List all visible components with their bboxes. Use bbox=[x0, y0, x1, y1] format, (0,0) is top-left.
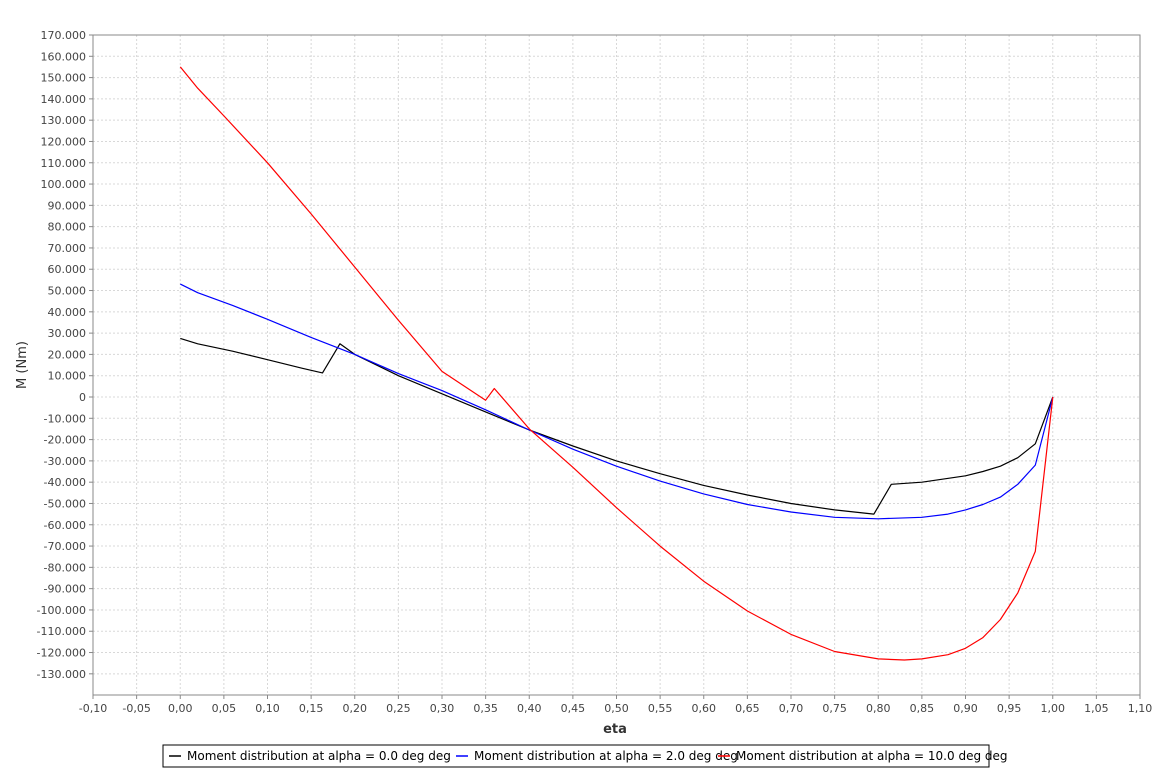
x-tick-label: 0,70 bbox=[779, 702, 804, 715]
y-tick-label: 170.000 bbox=[41, 29, 87, 42]
y-tick-label: 130.000 bbox=[41, 114, 87, 127]
x-tick-label: 0,25 bbox=[386, 702, 411, 715]
series-layer bbox=[179, 66, 1054, 661]
x-tick-label: 0,90 bbox=[953, 702, 978, 715]
y-tick-label: 160.000 bbox=[41, 50, 87, 63]
y-tick-label: -50.000 bbox=[44, 497, 86, 510]
y-tick-label: -90.000 bbox=[44, 583, 86, 596]
legend-box bbox=[162, 744, 990, 768]
x-tick-label: 0,35 bbox=[473, 702, 498, 715]
legend-entry-0: Moment distribution at alpha = 0.0 deg d… bbox=[187, 749, 451, 763]
series-line-1 bbox=[180, 283, 1054, 520]
y-tick-label: 140.000 bbox=[41, 93, 87, 106]
y-tick-label: 100.000 bbox=[41, 178, 87, 191]
y-tick-label: -60.000 bbox=[44, 519, 86, 532]
y-tick-label: -70.000 bbox=[44, 540, 86, 553]
x-tick-label: 0,85 bbox=[910, 702, 935, 715]
y-tick-label: -40.000 bbox=[44, 476, 86, 489]
x-tick-label: 0,40 bbox=[517, 702, 542, 715]
x-tick-label: 0,45 bbox=[561, 702, 586, 715]
x-tick-label: 0,10 bbox=[255, 702, 280, 715]
x-tick-label: 1,00 bbox=[1041, 702, 1066, 715]
y-tick-label: 120.000 bbox=[41, 135, 87, 148]
x-tick-label: -0,10 bbox=[79, 702, 107, 715]
y-axis-ticks: 170.000 160.000 150.000 140.000 130.000 120.0… bbox=[37, 29, 93, 681]
x-tick-label: 0,60 bbox=[692, 702, 717, 715]
y-tick-label: -100.000 bbox=[37, 604, 86, 617]
y-tick-label: 150.000 bbox=[41, 72, 87, 85]
y-tick-label: 60.000 bbox=[48, 263, 87, 276]
y-tick-label: 70.000 bbox=[48, 242, 87, 255]
x-tick-label: 1,10 bbox=[1128, 702, 1152, 715]
y-tick-label: 80.000 bbox=[48, 221, 87, 234]
y-tick-label: 90.000 bbox=[48, 199, 87, 212]
y-tick-label: -130.000 bbox=[37, 668, 86, 681]
x-tick-label: 0,75 bbox=[822, 702, 847, 715]
x-tick-label: 0,55 bbox=[648, 702, 673, 715]
y-tick-label: -120.000 bbox=[37, 647, 86, 660]
legend: Moment distribution at alpha = 0.0 deg d… bbox=[162, 744, 1008, 768]
x-axis-label: eta bbox=[603, 722, 627, 737]
y-tick-label: 40.000 bbox=[48, 306, 87, 319]
x-tick-label: 0,30 bbox=[430, 702, 455, 715]
y-tick-label: -80.000 bbox=[44, 561, 86, 574]
x-tick-label: 0,95 bbox=[997, 702, 1022, 715]
x-tick-label: 0,00 bbox=[168, 702, 193, 715]
y-tick-label: 0 bbox=[79, 391, 86, 404]
x-tick-label: 0,65 bbox=[735, 702, 760, 715]
grid bbox=[92, 34, 1141, 695]
x-tick-label: 0,15 bbox=[299, 702, 324, 715]
x-axis-ticks: -0,10 -0,05 0,00 0,05 0,10 0,15 0,20 0,25 0,30 0,… bbox=[79, 695, 1152, 715]
x-tick-label: -0,05 bbox=[122, 702, 150, 715]
legend-entry-1: Moment distribution at alpha = 2.0 deg d… bbox=[474, 749, 738, 763]
x-tick-label: 0,80 bbox=[866, 702, 891, 715]
series-line-2 bbox=[179, 66, 1054, 661]
y-tick-label: 110.000 bbox=[41, 157, 87, 170]
x-tick-label: 0,05 bbox=[212, 702, 237, 715]
y-tick-label: 30.000 bbox=[48, 327, 87, 340]
series-line-0 bbox=[180, 337, 1054, 515]
x-tick-label: 0,20 bbox=[343, 702, 368, 715]
y-tick-label: -20.000 bbox=[44, 434, 86, 447]
y-axis-label: M (Nm) bbox=[15, 341, 30, 389]
y-tick-label: -110.000 bbox=[37, 625, 86, 638]
y-tick-label: 10.000 bbox=[48, 370, 87, 383]
y-tick-label: -10.000 bbox=[44, 412, 86, 425]
x-tick-label: 0,50 bbox=[604, 702, 629, 715]
y-tick-label: -30.000 bbox=[44, 455, 86, 468]
y-tick-label: 50.000 bbox=[48, 285, 87, 298]
legend-entry-2: Moment distribution at alpha = 10.0 deg … bbox=[736, 749, 1008, 763]
y-tick-label: 20.000 bbox=[48, 348, 87, 361]
x-tick-label: 1,05 bbox=[1084, 702, 1109, 715]
